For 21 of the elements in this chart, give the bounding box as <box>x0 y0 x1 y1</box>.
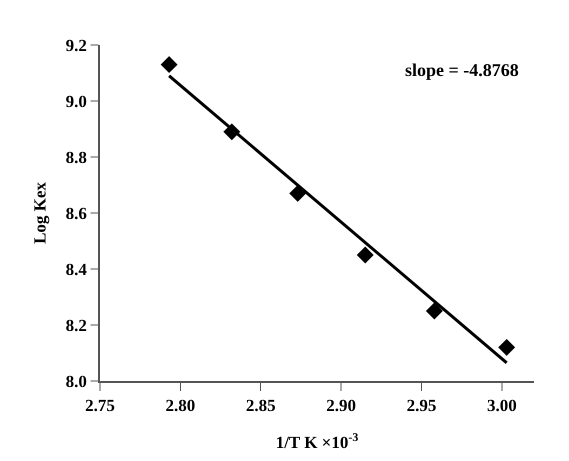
x-tick-label: 2.80 <box>165 396 196 416</box>
point <box>426 302 443 320</box>
point <box>356 246 374 264</box>
point <box>289 184 306 202</box>
x-tick-label: 2.75 <box>85 396 115 416</box>
y-tick-label: 9.2 <box>66 36 87 55</box>
x-tick-label: 3.00 <box>486 396 517 416</box>
y-tick-label: 8.6 <box>66 204 87 223</box>
y-tick-label: 8.4 <box>66 260 88 279</box>
x-axis-title: 1/T K ×10$^{-3}$ <box>276 430 358 452</box>
annotation: slope = -4.8768 <box>405 60 519 80</box>
y-tick-label: 8.2 <box>66 316 87 335</box>
x-tick-label: 2.90 <box>326 396 356 416</box>
x-tick-label: 2.95 <box>406 396 436 416</box>
y-axis-title: Log Kex <box>30 182 50 244</box>
point <box>498 338 516 356</box>
y-tick-label: 8.8 <box>66 148 87 167</box>
x-tick-label: 2.85 <box>246 396 276 416</box>
y-tick-label: 8.0 <box>66 372 87 391</box>
point <box>160 56 178 74</box>
y-tick-label: 9.0 <box>66 92 87 111</box>
